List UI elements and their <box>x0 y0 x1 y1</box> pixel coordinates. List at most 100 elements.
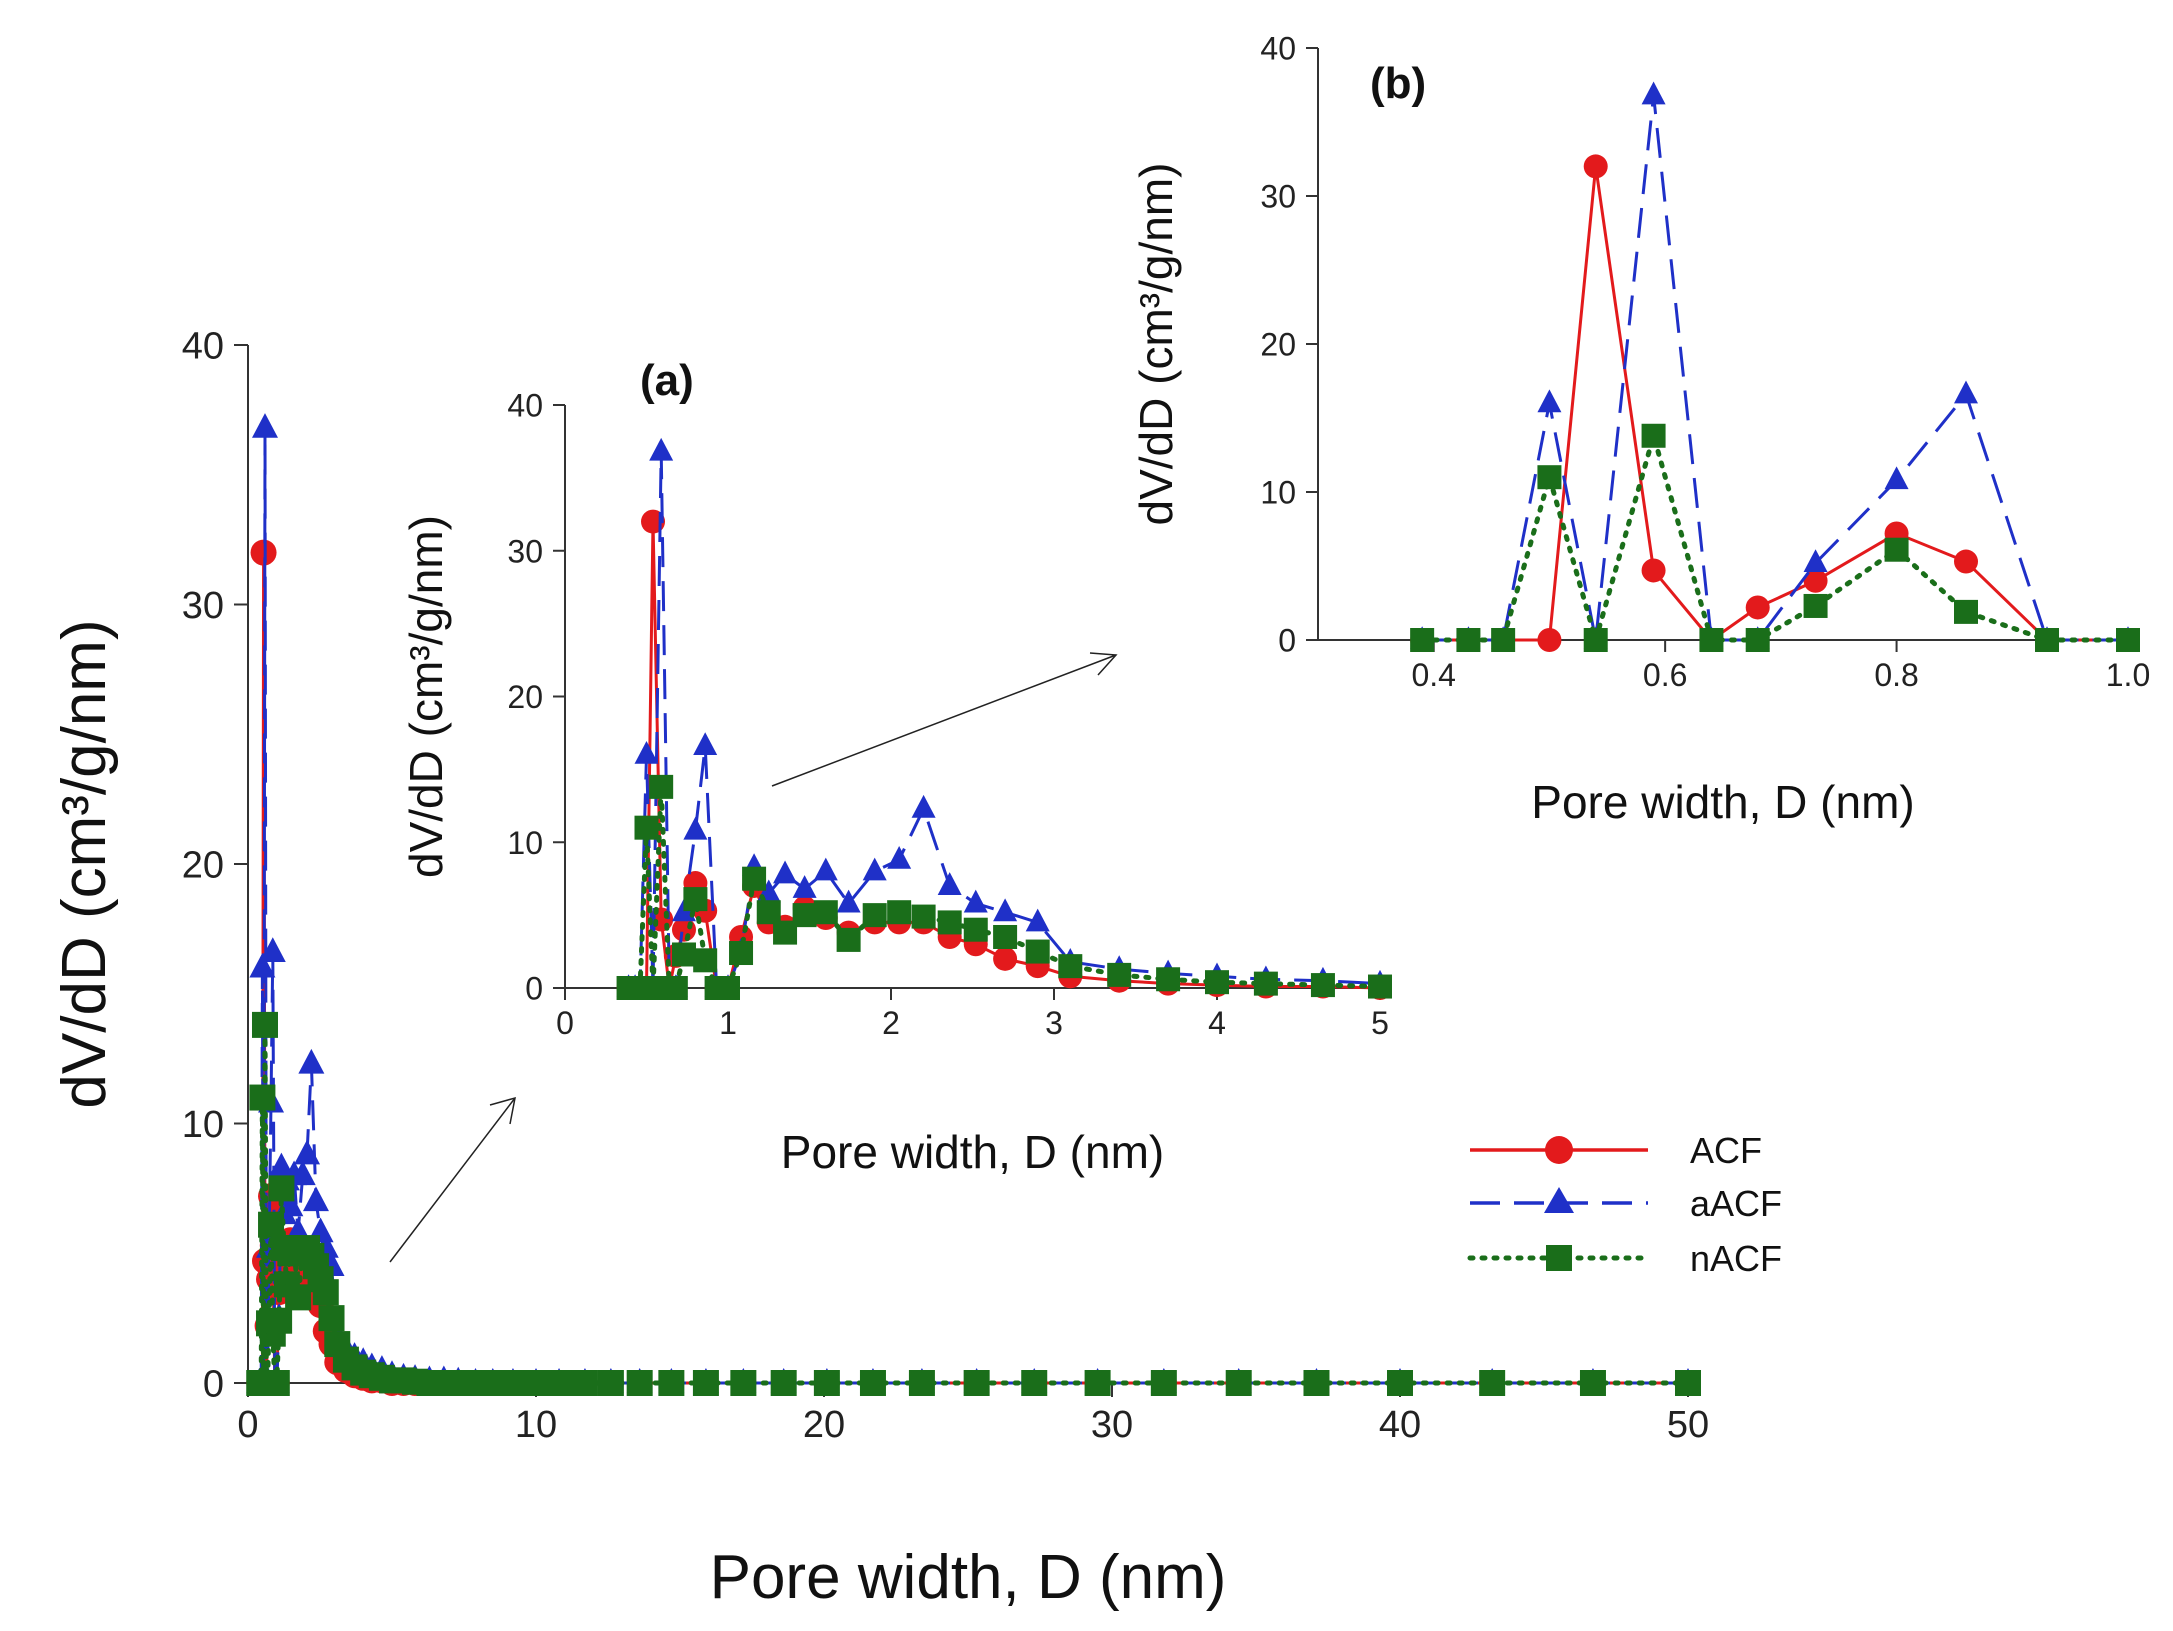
panel-label: (a) <box>640 356 694 405</box>
data-point-aacf <box>1954 380 1978 404</box>
data-point-nacf <box>597 1370 624 1396</box>
data-point-aacf <box>887 845 912 869</box>
inset-a-plot: 0 1 2 3 4 5 0 10 20 30 40 Pore width, D (nm) dV/dD (… <box>400 356 1392 1178</box>
data-point-aacf <box>294 1139 321 1165</box>
data-point-nacf <box>626 1370 653 1396</box>
data-point-nacf <box>658 1370 685 1396</box>
data-point-nacf <box>1803 593 1828 618</box>
data-point-nacf <box>1303 1370 1330 1396</box>
data-point-nacf <box>268 1175 295 1202</box>
data-point-aacf <box>963 889 988 913</box>
legend-entry-nacf: nACF <box>1467 1238 1782 1279</box>
series-line-nacf <box>1419 433 2131 643</box>
series-line-nacf <box>626 784 1383 991</box>
data-point-nacf <box>813 1370 840 1396</box>
zoom-arrowhead-a <box>489 1096 516 1125</box>
data-point-nacf <box>634 815 659 840</box>
x-tick-label: 4 <box>1208 1005 1226 1041</box>
data-point-aacf <box>1025 908 1050 932</box>
data-point-aacf <box>862 857 887 881</box>
data-point-nacf <box>993 924 1018 949</box>
zoom-arrowhead-b <box>1089 652 1118 676</box>
x-tick-label: 5 <box>1371 1005 1389 1041</box>
data-point-aacf <box>649 437 674 461</box>
data-point-nacf <box>693 948 718 973</box>
data-point-acf <box>1745 595 1770 620</box>
data-point-nacf <box>1084 1370 1111 1396</box>
x-tick-label: 0 <box>556 1005 574 1041</box>
data-point-nacf <box>1583 628 1608 652</box>
legend-label-aacf: aACF <box>1690 1183 1782 1224</box>
x-tick-label: 40 <box>1379 1404 1421 1446</box>
data-point-nacf <box>2116 628 2140 652</box>
data-point-nacf <box>911 904 936 929</box>
y-tick-label: 20 <box>1260 327 1296 363</box>
data-point-nacf <box>792 903 817 928</box>
data-point-aacf <box>289 1160 316 1186</box>
panel-label: (b) <box>1370 59 1426 108</box>
y-tick-label: 40 <box>182 326 224 368</box>
x-tick-label: 30 <box>1091 1404 1133 1446</box>
data-point-aacf <box>937 872 962 895</box>
data-point-nacf <box>249 1084 276 1111</box>
data-point-aacf <box>249 952 276 978</box>
data-point-nacf <box>312 1279 339 1306</box>
x-tick-label: 10 <box>515 1404 557 1446</box>
data-point-nacf <box>1225 1370 1252 1396</box>
y-tick-label: 40 <box>507 388 543 424</box>
zoom-arrow-a-to-b <box>771 654 1117 787</box>
y-axis-title: dV/dD (cm³/g/nm) <box>400 515 452 878</box>
data-point-aacf <box>683 816 708 840</box>
x-tick-label: 50 <box>1667 1404 1709 1446</box>
y-tick-label: 10 <box>507 825 543 861</box>
data-point-acf <box>993 946 1018 971</box>
x-tick-label: 0 <box>237 1404 258 1446</box>
data-point-nacf <box>1641 423 1666 448</box>
y-tick-label: 30 <box>1260 179 1296 215</box>
data-point-nacf <box>1479 1370 1506 1396</box>
data-point-nacf <box>963 1370 990 1396</box>
data-point-nacf <box>716 976 740 1000</box>
data-point-aacf <box>298 1048 325 1074</box>
y-tick-label: 0 <box>525 971 543 1007</box>
data-point-aacf <box>634 741 659 764</box>
y-tick-label: 20 <box>182 845 224 887</box>
data-point-aacf <box>259 937 286 962</box>
data-point-acf <box>250 539 277 566</box>
data-point-acf <box>1583 154 1608 179</box>
legend-entry-aacf: aACF <box>1470 1183 1782 1224</box>
data-point-acf <box>671 917 696 942</box>
data-point-nacf <box>1456 628 1481 652</box>
zoom-arrow-main-to-a <box>389 1097 516 1263</box>
data-point-nacf <box>263 1370 290 1396</box>
data-point-aacf <box>773 860 798 884</box>
data-point-nacf <box>887 900 912 925</box>
x-tick-label: 1.0 <box>2106 657 2150 693</box>
data-point-aacf <box>911 794 936 818</box>
x-tick-label: 0.6 <box>1643 657 1687 693</box>
data-point-nacf <box>963 917 988 942</box>
data-point-nacf <box>1745 628 1770 652</box>
data-point-aacf <box>251 413 278 438</box>
data-point-aacf <box>1884 466 1909 490</box>
y-tick-label: 10 <box>182 1104 224 1146</box>
data-point-acf <box>1803 568 1828 593</box>
data-point-nacf <box>285 1284 312 1311</box>
legend-label-acf: ACF <box>1690 1130 1762 1171</box>
data-point-acf <box>1537 628 1562 652</box>
legend: ACF aACF nACF <box>1467 1130 1782 1279</box>
data-point-nacf <box>770 1370 797 1396</box>
x-axis-title: Pore width, D (nm) <box>781 1126 1164 1178</box>
data-point-aacf <box>693 732 718 756</box>
y-tick-label: 40 <box>1260 31 1296 67</box>
data-point-nacf <box>649 774 674 799</box>
data-point-nacf <box>258 1211 285 1238</box>
data-point-nacf <box>499 1370 526 1396</box>
data-point-nacf <box>671 942 696 967</box>
data-point-nacf <box>683 887 708 912</box>
x-tick-label: 0.4 <box>1411 657 1455 693</box>
data-point-nacf <box>729 941 754 966</box>
data-point-nacf <box>742 866 767 891</box>
